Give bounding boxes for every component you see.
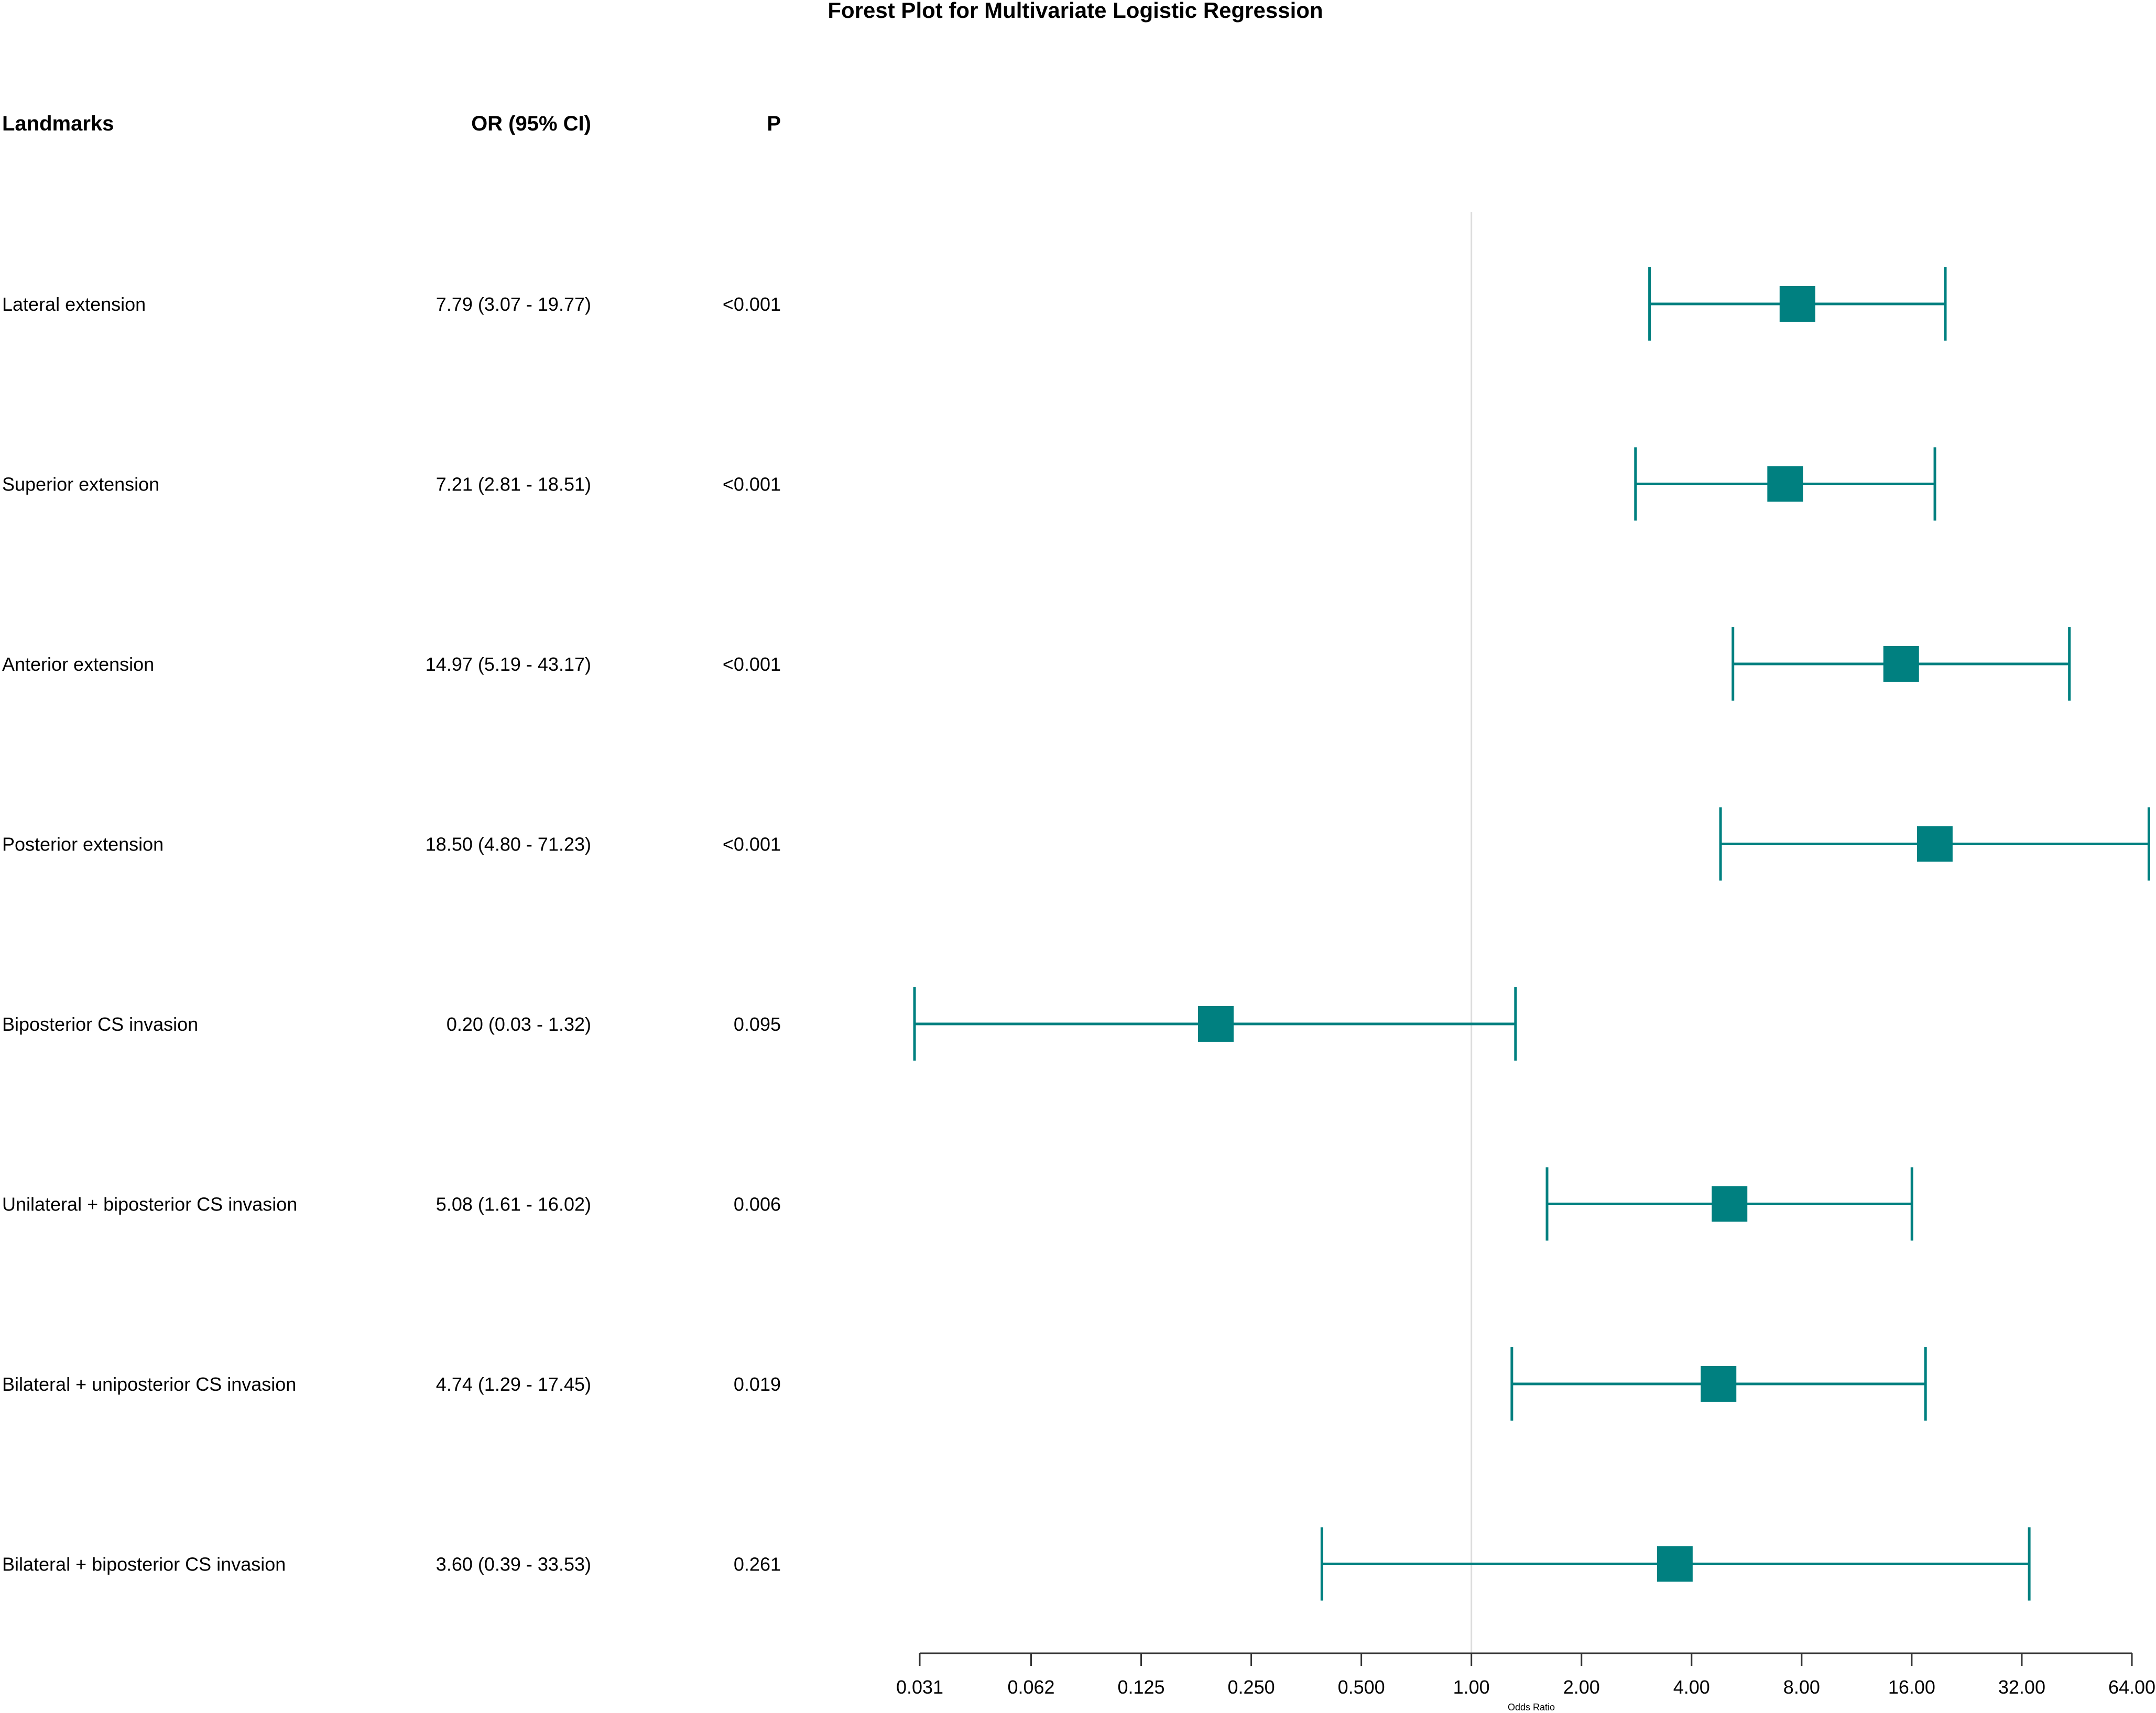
row-p-value: 0.095 bbox=[734, 1013, 781, 1035]
row-p-value: <0.001 bbox=[723, 293, 781, 315]
chart-title: Forest Plot for Multivariate Logistic Re… bbox=[827, 0, 1323, 23]
x-tick-label: 32.00 bbox=[1998, 1676, 2045, 1698]
or-marker bbox=[1883, 646, 1919, 682]
row-or-ci: 5.08 (1.61 - 16.02) bbox=[436, 1194, 591, 1215]
row-or-ci: 0.20 (0.03 - 1.32) bbox=[447, 1013, 591, 1035]
x-tick-label: 0.062 bbox=[1007, 1676, 1054, 1698]
or-marker bbox=[1657, 1546, 1693, 1582]
row-label: Anterior extension bbox=[2, 653, 154, 675]
x-tick-label: 1.00 bbox=[1453, 1676, 1490, 1698]
or-marker bbox=[1917, 826, 1953, 862]
row-p-value: 0.019 bbox=[734, 1373, 781, 1395]
row-label: Bilateral + biposterior CS invasion bbox=[2, 1554, 286, 1575]
x-tick-label: 4.00 bbox=[1673, 1676, 1710, 1698]
row-label: Superior extension bbox=[2, 474, 159, 495]
x-tick-label: 2.00 bbox=[1563, 1676, 1600, 1698]
row-or-ci: 3.60 (0.39 - 33.53) bbox=[436, 1554, 591, 1575]
row-p-value: 0.006 bbox=[734, 1194, 781, 1215]
row-or-ci: 14.97 (5.19 - 43.17) bbox=[426, 653, 591, 675]
x-tick-label: 64.00 bbox=[2108, 1676, 2155, 1698]
header-or-ci: OR (95% CI) bbox=[471, 112, 591, 135]
row-or-ci: 18.50 (4.80 - 71.23) bbox=[426, 834, 591, 855]
x-tick-label: 0.031 bbox=[896, 1676, 943, 1698]
row-label: Posterior extension bbox=[2, 834, 164, 855]
or-marker bbox=[1767, 466, 1803, 502]
x-tick-label: 0.250 bbox=[1228, 1676, 1275, 1698]
or-marker bbox=[1701, 1366, 1737, 1402]
row-label: Bilateral + uniposterior CS invasion bbox=[2, 1373, 296, 1395]
row-or-ci: 7.21 (2.81 - 18.51) bbox=[436, 474, 591, 495]
x-axis-label: Odds Ratio bbox=[1508, 1702, 1555, 1712]
row-or-ci: 4.74 (1.29 - 17.45) bbox=[436, 1373, 591, 1395]
row-p-value: <0.001 bbox=[723, 653, 781, 675]
header-landmarks: Landmarks bbox=[2, 112, 114, 135]
row-p-value: <0.001 bbox=[723, 474, 781, 495]
row-or-ci: 7.79 (3.07 - 19.77) bbox=[436, 293, 591, 315]
header-p: P bbox=[767, 112, 781, 135]
row-label: Unilateral + biposterior CS invasion bbox=[2, 1194, 297, 1215]
row-label: Biposterior CS invasion bbox=[2, 1013, 198, 1035]
data-rows: Lateral extension 7.79 (3.07 - 19.77) <0.0… bbox=[2, 267, 2150, 1601]
row-p-value: <0.001 bbox=[723, 834, 781, 855]
row-label: Lateral extension bbox=[2, 293, 146, 315]
x-tick-label: 8.00 bbox=[1783, 1676, 1820, 1698]
row-p-value: 0.261 bbox=[734, 1554, 781, 1575]
or-marker bbox=[1712, 1186, 1748, 1222]
x-tick-label: 0.125 bbox=[1117, 1676, 1164, 1698]
x-tick-label: 16.00 bbox=[1888, 1676, 1935, 1698]
x-axis-ticks: 0.031 0.062 0.125 0.250 0.500 1.00 2.00 4.00 8.0… bbox=[896, 1653, 2155, 1698]
or-marker bbox=[1197, 1006, 1234, 1042]
or-marker bbox=[1779, 286, 1815, 322]
x-tick-label: 0.500 bbox=[1338, 1676, 1385, 1698]
